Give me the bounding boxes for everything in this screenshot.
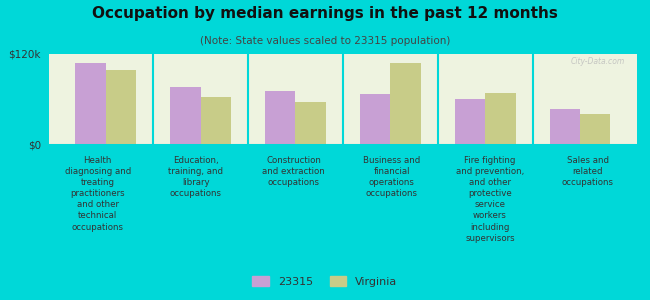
Bar bbox=[75, 63, 106, 144]
Text: Business and
financial
operations
occupations: Business and financial operations occupa… bbox=[363, 156, 421, 198]
Text: Sales and
related
occupations: Sales and related occupations bbox=[562, 156, 614, 187]
Text: Education,
training, and
library
occupations: Education, training, and library occupat… bbox=[168, 156, 224, 198]
Bar bbox=[106, 70, 136, 144]
Bar bbox=[580, 114, 610, 144]
Text: Health
diagnosing and
treating
practitioners
and other
technical
occupations: Health diagnosing and treating practitio… bbox=[64, 156, 131, 232]
Text: Occupation by median earnings in the past 12 months: Occupation by median earnings in the pas… bbox=[92, 6, 558, 21]
Bar bbox=[455, 99, 485, 144]
Bar bbox=[170, 87, 201, 144]
Text: Construction
and extraction
occupations: Construction and extraction occupations bbox=[263, 156, 325, 187]
Text: Fire fighting
and prevention,
and other
protective
service
workers
including
sup: Fire fighting and prevention, and other … bbox=[456, 156, 524, 243]
Bar bbox=[265, 91, 296, 144]
Bar bbox=[390, 63, 421, 144]
Bar bbox=[550, 110, 580, 144]
Text: City-Data.com: City-Data.com bbox=[571, 57, 625, 66]
Legend: 23315, Virginia: 23315, Virginia bbox=[248, 272, 402, 291]
Bar bbox=[360, 94, 390, 144]
Bar bbox=[201, 97, 231, 144]
Text: (Note: State values scaled to 23315 population): (Note: State values scaled to 23315 popu… bbox=[200, 36, 450, 46]
Bar bbox=[485, 93, 515, 144]
Bar bbox=[296, 102, 326, 144]
